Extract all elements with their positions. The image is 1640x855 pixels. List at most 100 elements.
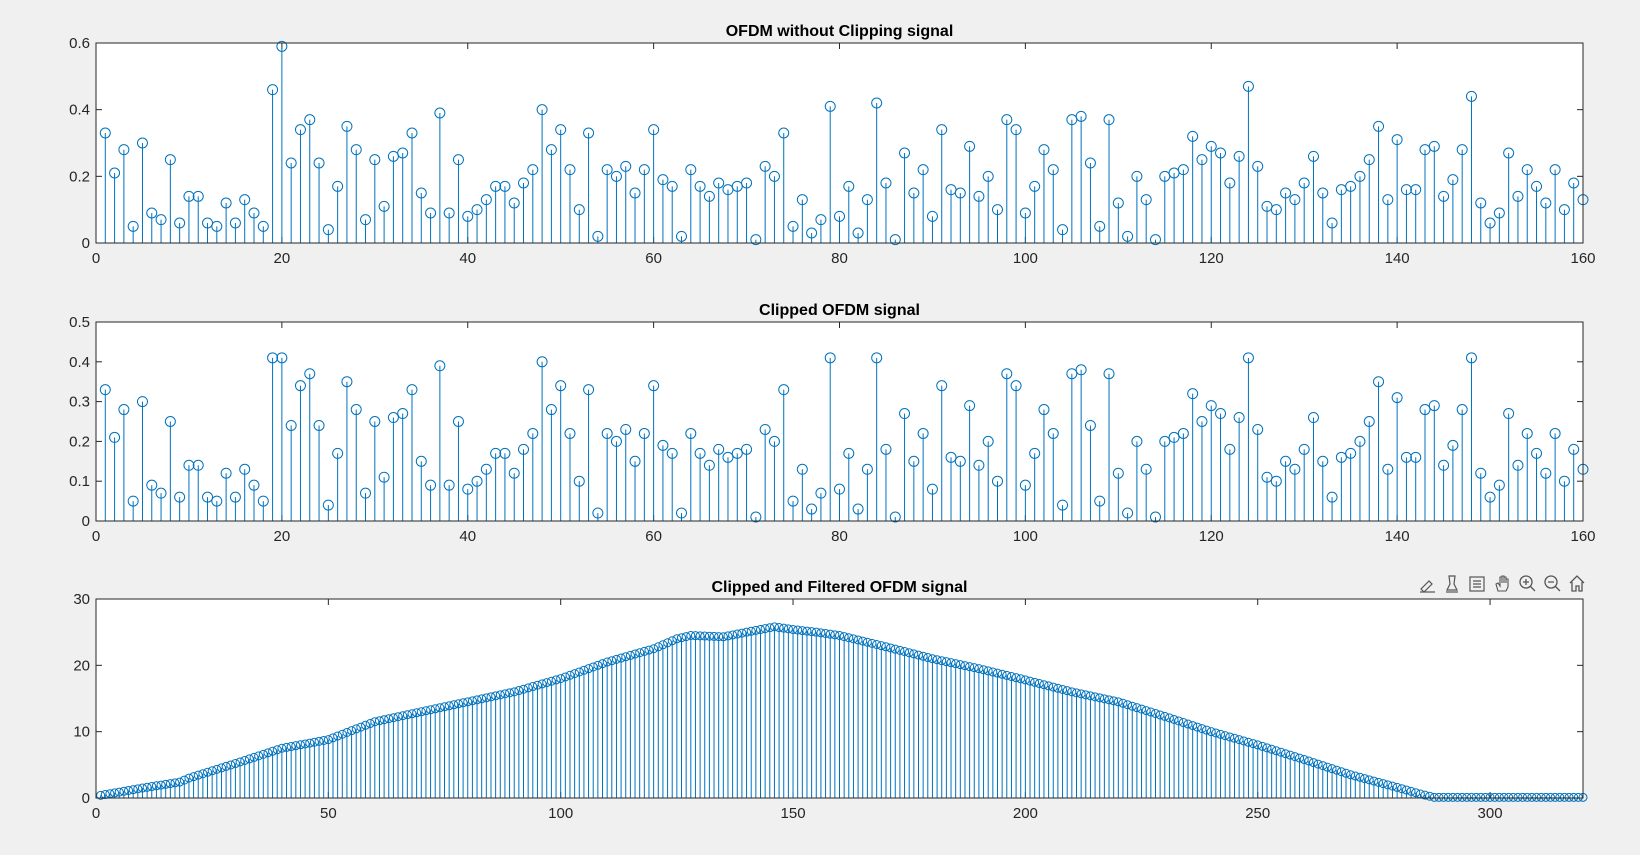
stem-marker — [768, 170, 780, 182]
stem-marker — [732, 629, 742, 639]
pan-hand-icon[interactable] — [1491, 572, 1513, 594]
stem-marker — [1243, 737, 1253, 747]
x-tick-label: 120 — [1199, 528, 1224, 545]
stem-marker — [1248, 739, 1258, 749]
stem-marker — [1206, 727, 1216, 737]
stem-marker — [221, 761, 231, 771]
brush-icon[interactable] — [1416, 572, 1438, 594]
zoom-out-icon[interactable] — [1541, 572, 1563, 594]
y-tick-label: 0.4 — [69, 102, 90, 119]
stem-marker — [1010, 124, 1022, 136]
stem-marker — [477, 694, 487, 704]
stem-marker — [189, 772, 199, 782]
y-tick-label: 0 — [82, 235, 90, 252]
stem-marker — [388, 713, 398, 723]
stem-marker — [1425, 791, 1435, 801]
home-icon[interactable] — [1566, 572, 1588, 594]
stem-marker — [1568, 177, 1580, 189]
stem-series — [99, 40, 1589, 246]
stem-marker — [322, 499, 334, 511]
stem-marker — [853, 635, 863, 645]
stem-marker — [1494, 792, 1504, 802]
stem-marker — [1419, 404, 1431, 416]
stem-marker — [1252, 160, 1264, 172]
x-tick-label: 0 — [92, 250, 100, 267]
stem-marker — [229, 217, 241, 229]
stem-marker — [378, 200, 390, 212]
stem-marker — [1137, 704, 1147, 714]
x-tick-label: 100 — [1013, 250, 1038, 267]
stem-marker — [815, 214, 827, 226]
stem-marker — [890, 644, 900, 654]
x-tick-label: 160 — [1570, 250, 1595, 267]
x-tick-label: 300 — [1478, 805, 1503, 822]
stem-marker — [797, 626, 807, 636]
stem-marker — [114, 787, 124, 797]
stem-marker — [1326, 217, 1338, 229]
stem-marker — [425, 479, 437, 491]
stem-marker — [974, 664, 984, 674]
zoom-in-icon[interactable] — [1516, 572, 1538, 594]
stem-marker — [886, 643, 896, 653]
stem-marker — [127, 220, 139, 232]
stem-marker — [294, 380, 306, 392]
plot-area[interactable] — [96, 322, 1583, 521]
stem-marker — [909, 649, 919, 659]
stem-marker — [1034, 679, 1044, 689]
stem-marker — [1187, 130, 1199, 142]
stem-marker — [230, 759, 240, 769]
stem-marker — [574, 667, 584, 677]
stem-marker — [629, 455, 641, 467]
stem-marker — [155, 487, 167, 499]
legend-icon[interactable] — [1466, 572, 1488, 594]
stem-marker — [198, 769, 208, 779]
stem-marker — [212, 764, 222, 774]
x-tick-label: 0 — [92, 805, 100, 822]
y-tick-label: 0.6 — [69, 35, 90, 52]
stem-marker — [1192, 722, 1202, 732]
stem-marker — [1113, 697, 1123, 707]
y-ticks: 0 10 20 30 — [73, 591, 1583, 807]
stem-marker — [1224, 443, 1236, 455]
stem-marker — [341, 376, 353, 388]
stem-marker — [452, 416, 464, 427]
stem-marker — [1471, 792, 1481, 802]
stem-marker — [895, 645, 905, 655]
stem-marker — [1439, 792, 1449, 802]
stem-marker — [1001, 368, 1013, 380]
stem-marker — [982, 435, 994, 447]
stem-marker — [1039, 680, 1049, 690]
data-tips-icon[interactable] — [1441, 572, 1463, 594]
stem-marker — [1188, 721, 1198, 731]
stem-marker — [672, 634, 682, 644]
stem-marker — [276, 352, 288, 364]
y-tick-label: 0.2 — [69, 168, 90, 185]
stem-marker — [1252, 423, 1264, 435]
stem-marker — [834, 210, 845, 222]
stem-marker — [1568, 443, 1580, 455]
stem-marker — [1016, 674, 1026, 684]
stem-marker — [1569, 792, 1579, 802]
stem-marker — [1327, 764, 1337, 774]
stem-marker — [192, 459, 204, 471]
stem-marker — [133, 784, 143, 794]
stem-marker — [713, 443, 725, 455]
stem-series — [99, 352, 1589, 523]
stem-marker — [1476, 792, 1486, 802]
stem-marker — [1504, 792, 1514, 802]
stem-marker — [425, 207, 437, 219]
stem-marker — [1029, 447, 1041, 459]
plot-area[interactable] — [96, 43, 1583, 243]
stem-marker — [1140, 463, 1152, 475]
stem-marker — [332, 447, 344, 459]
stem-marker — [462, 483, 474, 495]
stem-marker — [556, 674, 566, 684]
stem-marker — [1374, 777, 1384, 787]
stem-marker — [1169, 714, 1179, 724]
stem-marker — [1457, 792, 1467, 802]
stem-marker — [620, 423, 632, 435]
stem-marker — [1345, 447, 1357, 459]
stem-marker — [703, 190, 715, 202]
stem-marker — [825, 629, 835, 639]
